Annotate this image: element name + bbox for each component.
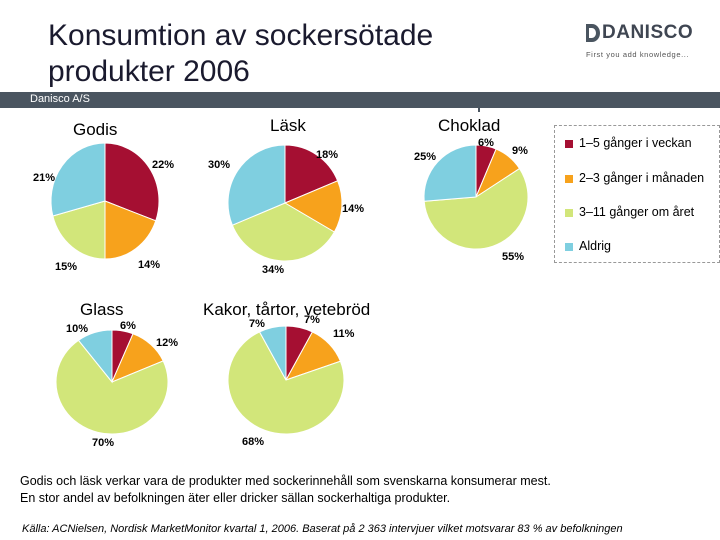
legend-swatch-weekly — [565, 139, 573, 148]
pie-chart-glass — [55, 329, 169, 435]
title-line-1: Konsumtion av sockersötade — [48, 19, 434, 52]
legend-label-weekly: 1–5 gånger i veckan — [579, 136, 692, 150]
legend-label-yearly: 3–11 gånger om året — [579, 205, 695, 219]
legend-item-weekly: 1–5 gånger i veckan — [565, 136, 692, 150]
pie-slice-choklad-yearly — [423, 167, 529, 250]
chart-title-godis: Godis — [73, 120, 118, 139]
pie-slice-kakor-never — [258, 325, 287, 381]
legend-label-never: Aldrig — [579, 239, 611, 253]
logo-tagline: First you add knowledge... — [586, 50, 690, 59]
pie-slice-lask-never — [227, 144, 286, 226]
legend-item-yearly: 3–11 gånger om året — [565, 205, 694, 219]
pie-label-lask-yearly: 34% — [262, 264, 285, 276]
legend-swatch-yearly — [565, 208, 573, 217]
pie-chart-godis — [50, 142, 160, 260]
pie-chart-kakor — [227, 325, 345, 435]
pie-label-kakor-never: 7% — [249, 318, 265, 330]
band-divider — [478, 92, 480, 112]
pie-slice-lask-yearly — [231, 202, 336, 262]
legend-item-never: Aldrig — [565, 239, 611, 253]
chart-legend: 1–5 gånger i veckan 2–3 gånger i månaden… — [554, 125, 720, 263]
pie-slice-choklad-never — [423, 144, 477, 202]
legend-item-monthly: 2–3 gånger i månaden — [565, 171, 704, 185]
pie-label-choklad-monthly: 9% — [512, 145, 528, 157]
pie-label-godis-monthly: 14% — [138, 259, 161, 271]
pie-slice-glass-never — [77, 329, 113, 384]
pie-label-glass-weekly: 6% — [120, 320, 136, 332]
pie-label-lask-weekly: 18% — [316, 149, 339, 161]
pie-chart-lask — [227, 144, 343, 262]
pie-label-glass-monthly: 12% — [156, 337, 179, 349]
chart-title-choklad: Choklad — [438, 116, 501, 135]
pie-label-godis-yearly: 15% — [55, 261, 78, 273]
pie-chart-choklad — [423, 144, 529, 250]
chart-title-kakor: Kakor, tårtor, vetebröd — [203, 300, 371, 319]
danisco-logo-mark — [586, 24, 600, 42]
pie-slice-lask-weekly — [284, 144, 339, 204]
logo-wordmark: DANISCO — [602, 22, 694, 43]
pie-slice-lask-monthly — [283, 180, 343, 233]
legend-swatch-never — [565, 242, 573, 251]
company-band: Danisco A/S — [0, 92, 720, 108]
pie-label-godis-weekly: 22% — [152, 159, 175, 171]
chart-title-glass: Glass — [80, 300, 124, 319]
summary-text: Godis och läsk verkar vara de produkter … — [20, 473, 680, 507]
pie-label-glass-never: 10% — [66, 323, 89, 335]
company-name: Danisco A/S — [30, 93, 90, 105]
pie-slice-glass-yearly — [55, 339, 169, 435]
pie-label-choklad-never: 25% — [414, 151, 437, 163]
pie-label-lask-monthly: 14% — [342, 203, 365, 215]
source-footnote: Källa: ACNielsen, Nordisk MarketMonitor … — [22, 523, 623, 535]
summary-line-2: En stor andel av befolkningen äter eller… — [20, 491, 451, 505]
pie-slice-kakor-yearly — [227, 331, 345, 435]
pie-label-kakor-yearly: 68% — [242, 436, 265, 448]
pie-slice-godis-yearly — [52, 200, 106, 260]
pie-label-glass-yearly: 70% — [92, 437, 115, 449]
legend-swatch-monthly — [565, 174, 573, 183]
danisco-logo: DANISCO First you add knowledge... — [586, 22, 698, 70]
pie-label-choklad-weekly: 6% — [478, 137, 494, 149]
title-line-2: produkter 2006 — [48, 55, 250, 88]
legend-label-monthly: 2–3 gånger i månaden — [579, 171, 705, 185]
summary-line-1: Godis och läsk verkar vara de produkter … — [20, 474, 551, 488]
pie-label-kakor-weekly: 7% — [304, 314, 320, 326]
chart-title-lask: Läsk — [270, 116, 306, 135]
pie-slice-godis-weekly — [104, 142, 160, 222]
pie-label-kakor-monthly: 11% — [333, 328, 355, 340]
pie-slice-godis-never — [50, 142, 106, 217]
slide-title: Konsumtion av sockersötade produkter 200… — [48, 18, 433, 90]
pie-label-godis-never: 21% — [33, 172, 56, 184]
pie-label-choklad-yearly: 55% — [502, 251, 525, 263]
pie-slice-godis-monthly — [104, 200, 157, 260]
pie-label-lask-never: 30% — [208, 159, 231, 171]
